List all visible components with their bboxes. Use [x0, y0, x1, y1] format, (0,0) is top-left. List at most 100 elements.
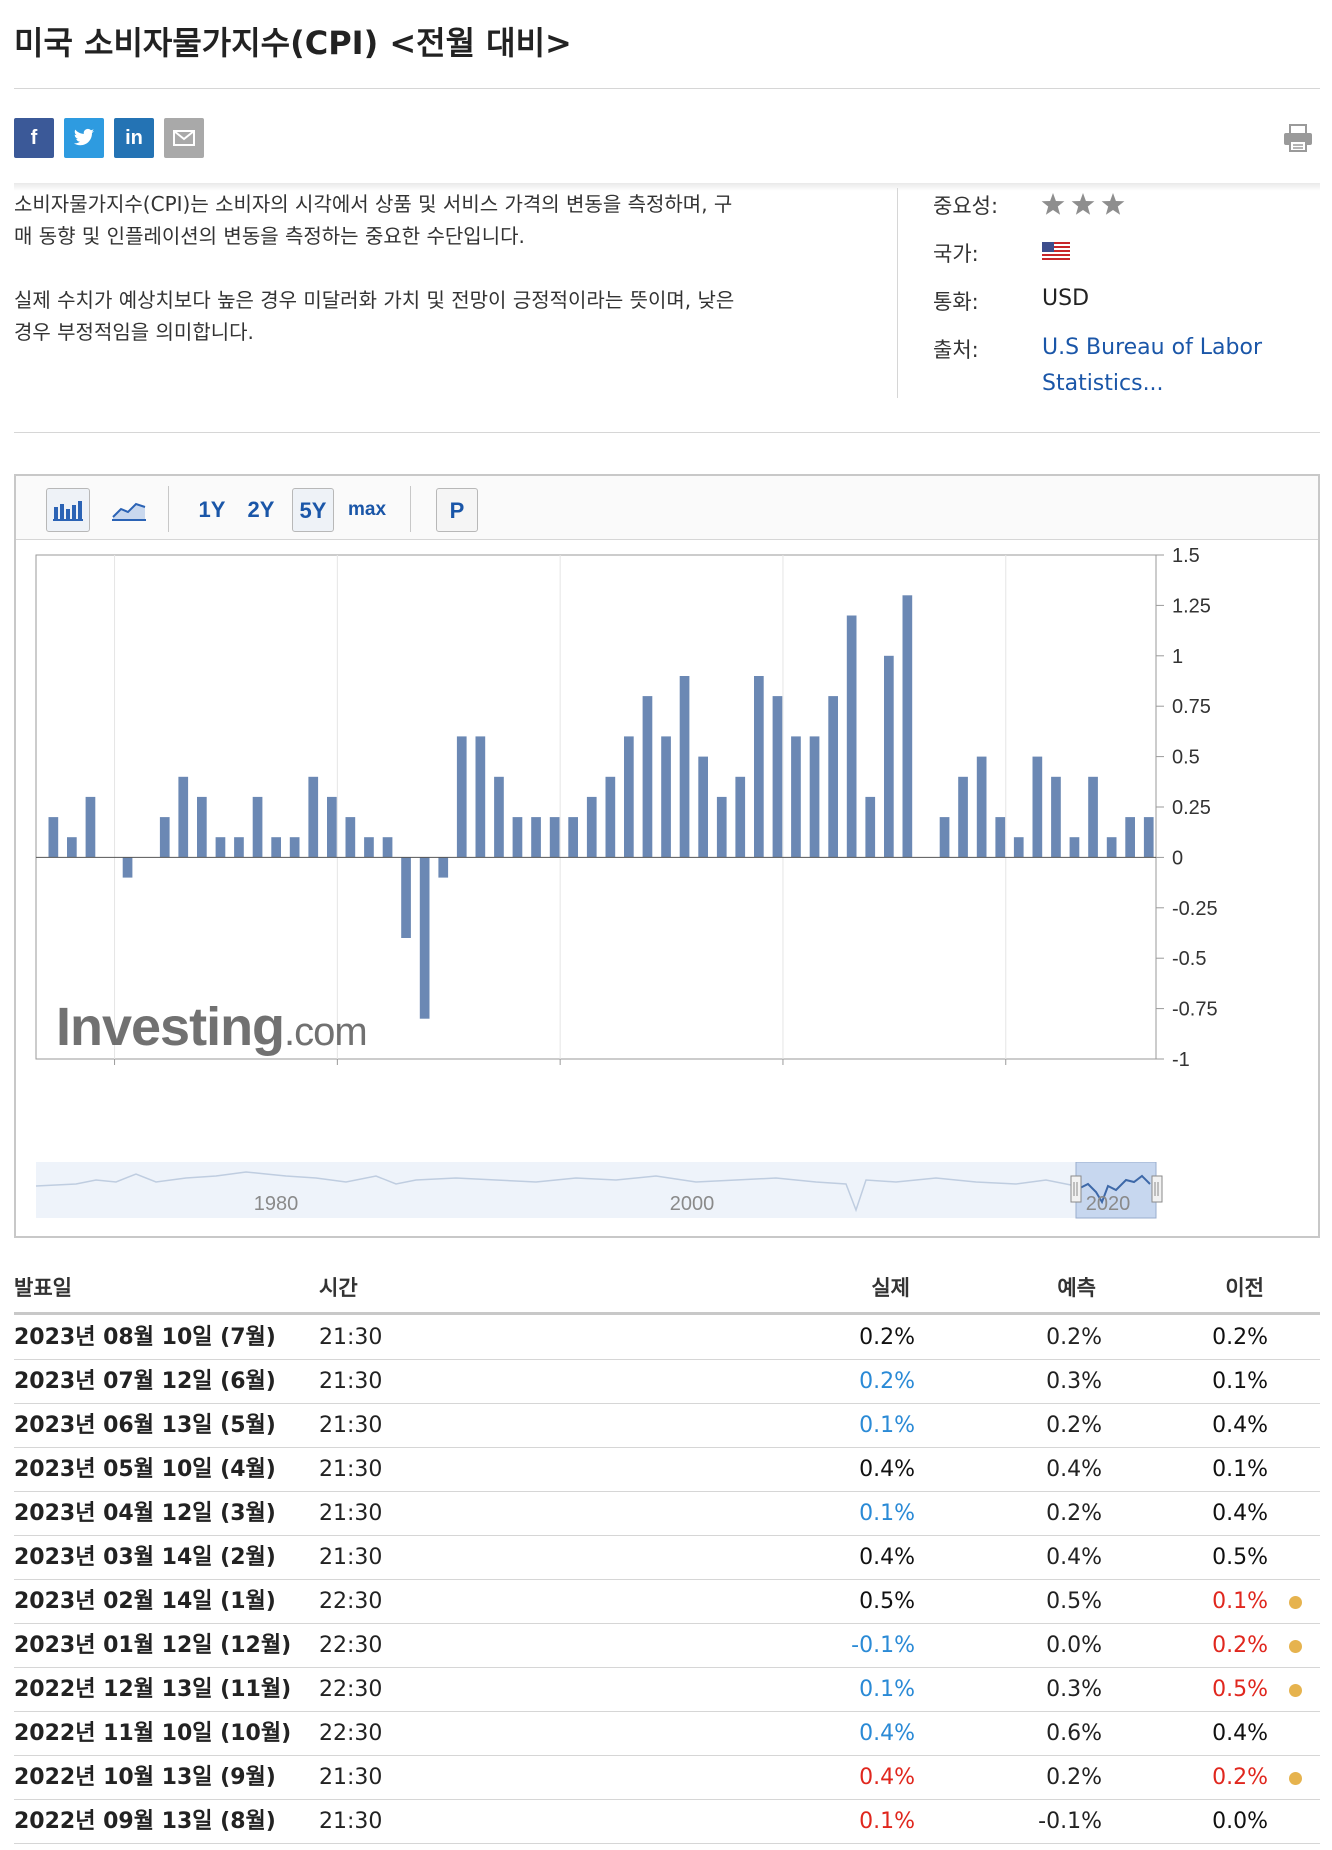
bar-chart-button[interactable]: [46, 488, 90, 532]
row-actual: 0.2%: [859, 1325, 915, 1350]
chart-bar[interactable]: [1051, 776, 1061, 858]
chart-bar[interactable]: [976, 756, 987, 858]
chart-bar[interactable]: [828, 696, 838, 858]
chart-bar[interactable]: [252, 796, 263, 858]
chart-bar[interactable]: [1032, 756, 1043, 858]
divider: [14, 432, 1320, 433]
table-row: 2023년 06월 13일 (5월) 21:30 0.1% 0.2% 0.4%: [14, 1404, 1320, 1448]
chart-bar[interactable]: [754, 676, 764, 858]
row-date: 2023년 06월 13일 (5월): [14, 1413, 276, 1438]
chart-bar[interactable]: [85, 796, 96, 858]
chart-bar[interactable]: [475, 736, 486, 858]
chart-bar[interactable]: [401, 857, 411, 938]
range-1y-button[interactable]: 1Y: [198, 497, 226, 522]
chart-bar[interactable]: [197, 796, 207, 858]
description-line: 매 동향 및 인플레이션의 변동을 측정하는 중요한 수단입니다.: [14, 224, 525, 248]
page-title: 미국 소비자물가지수(CPI) <전월 대비>: [14, 24, 572, 62]
chart-bar[interactable]: [327, 796, 337, 858]
chart-bar[interactable]: [1143, 817, 1154, 858]
revised-indicator-dot[interactable]: [1289, 1772, 1302, 1785]
row-previous: 0.1%: [1212, 1589, 1268, 1614]
bar-chart: 1.5 1.25 1 0.75 0.5 0.25 0 -0.25 -0.5 -0.75 -1 2019…: [35, 545, 1218, 1080]
source-link[interactable]: U.S Bureau of Labor Statistics...: [1042, 330, 1262, 402]
row-time: 21:30: [319, 1325, 383, 1350]
y-tick-label: 0.75: [1172, 696, 1211, 718]
row-time: 22:30: [319, 1721, 383, 1746]
chart-bar[interactable]: [549, 817, 560, 858]
chart-bar[interactable]: [995, 817, 1006, 858]
row-date: 2023년 04월 12일 (3월): [14, 1501, 276, 1526]
source-link-line[interactable]: Statistics...: [1042, 371, 1164, 396]
chart-bar[interactable]: [122, 857, 133, 878]
col-header-date: 발표일: [14, 1276, 72, 1300]
twitter-share-button[interactable]: [64, 118, 104, 158]
chart-bar[interactable]: [568, 817, 578, 858]
chart-bar[interactable]: [772, 696, 783, 858]
revised-indicator-dot[interactable]: [1289, 1640, 1302, 1653]
chart-bar[interactable]: [624, 736, 634, 858]
chart-bar[interactable]: [382, 837, 393, 858]
email-share-button[interactable]: [164, 118, 204, 158]
chart-bar[interactable]: [531, 817, 541, 858]
chart-bar[interactable]: [67, 837, 77, 858]
chart-panel: 1Y 2Y 5Y max P 1.5 1.25 1 0.75 0.5 0.25 0 -0.25…: [14, 474, 1320, 1238]
row-date: 2022년 09월 13일 (8월): [14, 1809, 276, 1834]
chart-bar[interactable]: [586, 796, 597, 858]
currency-label: 통화:: [933, 290, 979, 314]
chart-bar[interactable]: [364, 837, 374, 858]
chart-bar[interactable]: [1069, 837, 1080, 858]
range-2y-button[interactable]: 2Y: [247, 497, 275, 522]
chart-bar[interactable]: [345, 817, 356, 858]
chart-bar[interactable]: [512, 817, 523, 858]
row-date: 2023년 08월 10일 (7월): [14, 1325, 276, 1350]
linkedin-share-button[interactable]: in: [114, 118, 154, 158]
chart-bar[interactable]: [809, 736, 820, 858]
chart-bar[interactable]: [865, 796, 876, 858]
facebook-share-button[interactable]: f: [14, 118, 54, 158]
x-tick-label: 2020: [315, 1078, 360, 1080]
range-5y-button[interactable]: 5Y: [292, 488, 334, 532]
chart-bar[interactable]: [958, 776, 968, 858]
chart-bar[interactable]: [791, 736, 801, 858]
chart-bar[interactable]: [271, 837, 281, 858]
chart-bar[interactable]: [494, 776, 504, 858]
chart-bar[interactable]: [846, 615, 857, 858]
chart-bar[interactable]: [884, 655, 894, 858]
line-chart-button[interactable]: [108, 488, 152, 532]
chart-bar[interactable]: [698, 756, 708, 858]
row-actual: -0.1%: [851, 1633, 915, 1658]
chart-bar[interactable]: [605, 776, 616, 858]
chart-bar[interactable]: [902, 595, 913, 858]
navigator[interactable]: 1980 2000 2020: [16, 1162, 1318, 1226]
chart-bar[interactable]: [419, 857, 430, 1019]
range-max-button[interactable]: max: [347, 499, 387, 520]
chart-bar[interactable]: [1013, 837, 1024, 858]
chart-bar[interactable]: [234, 837, 244, 858]
chart-bar[interactable]: [661, 736, 671, 858]
chart-bar[interactable]: [679, 676, 690, 858]
chart-bar[interactable]: [1088, 776, 1098, 858]
chart-bar[interactable]: [215, 837, 226, 858]
print-icon: [1284, 124, 1312, 152]
revised-indicator-dot[interactable]: [1289, 1684, 1302, 1697]
chart-bar[interactable]: [1106, 837, 1117, 858]
toolbar-separator: [410, 486, 411, 532]
chart-bar[interactable]: [716, 796, 727, 858]
chart-bar[interactable]: [308, 776, 319, 858]
p-button[interactable]: P: [436, 488, 478, 532]
chart-bar[interactable]: [48, 817, 59, 858]
chart-bar[interactable]: [735, 776, 746, 858]
chart-bar[interactable]: [438, 857, 449, 878]
chart-bar[interactable]: [289, 837, 300, 858]
print-button[interactable]: [1282, 122, 1316, 156]
chart-bar[interactable]: [159, 817, 170, 858]
chart-bar[interactable]: [178, 776, 189, 858]
chart-bar[interactable]: [939, 817, 950, 858]
revised-indicator-dot[interactable]: [1289, 1596, 1302, 1609]
row-forecast: -0.1%: [1038, 1809, 1102, 1834]
chart-bar[interactable]: [1125, 817, 1135, 858]
chart-bar[interactable]: [456, 736, 467, 858]
source-link-line[interactable]: U.S Bureau of Labor: [1042, 335, 1263, 360]
chart-bar[interactable]: [642, 696, 653, 858]
row-time: 21:30: [319, 1457, 383, 1482]
